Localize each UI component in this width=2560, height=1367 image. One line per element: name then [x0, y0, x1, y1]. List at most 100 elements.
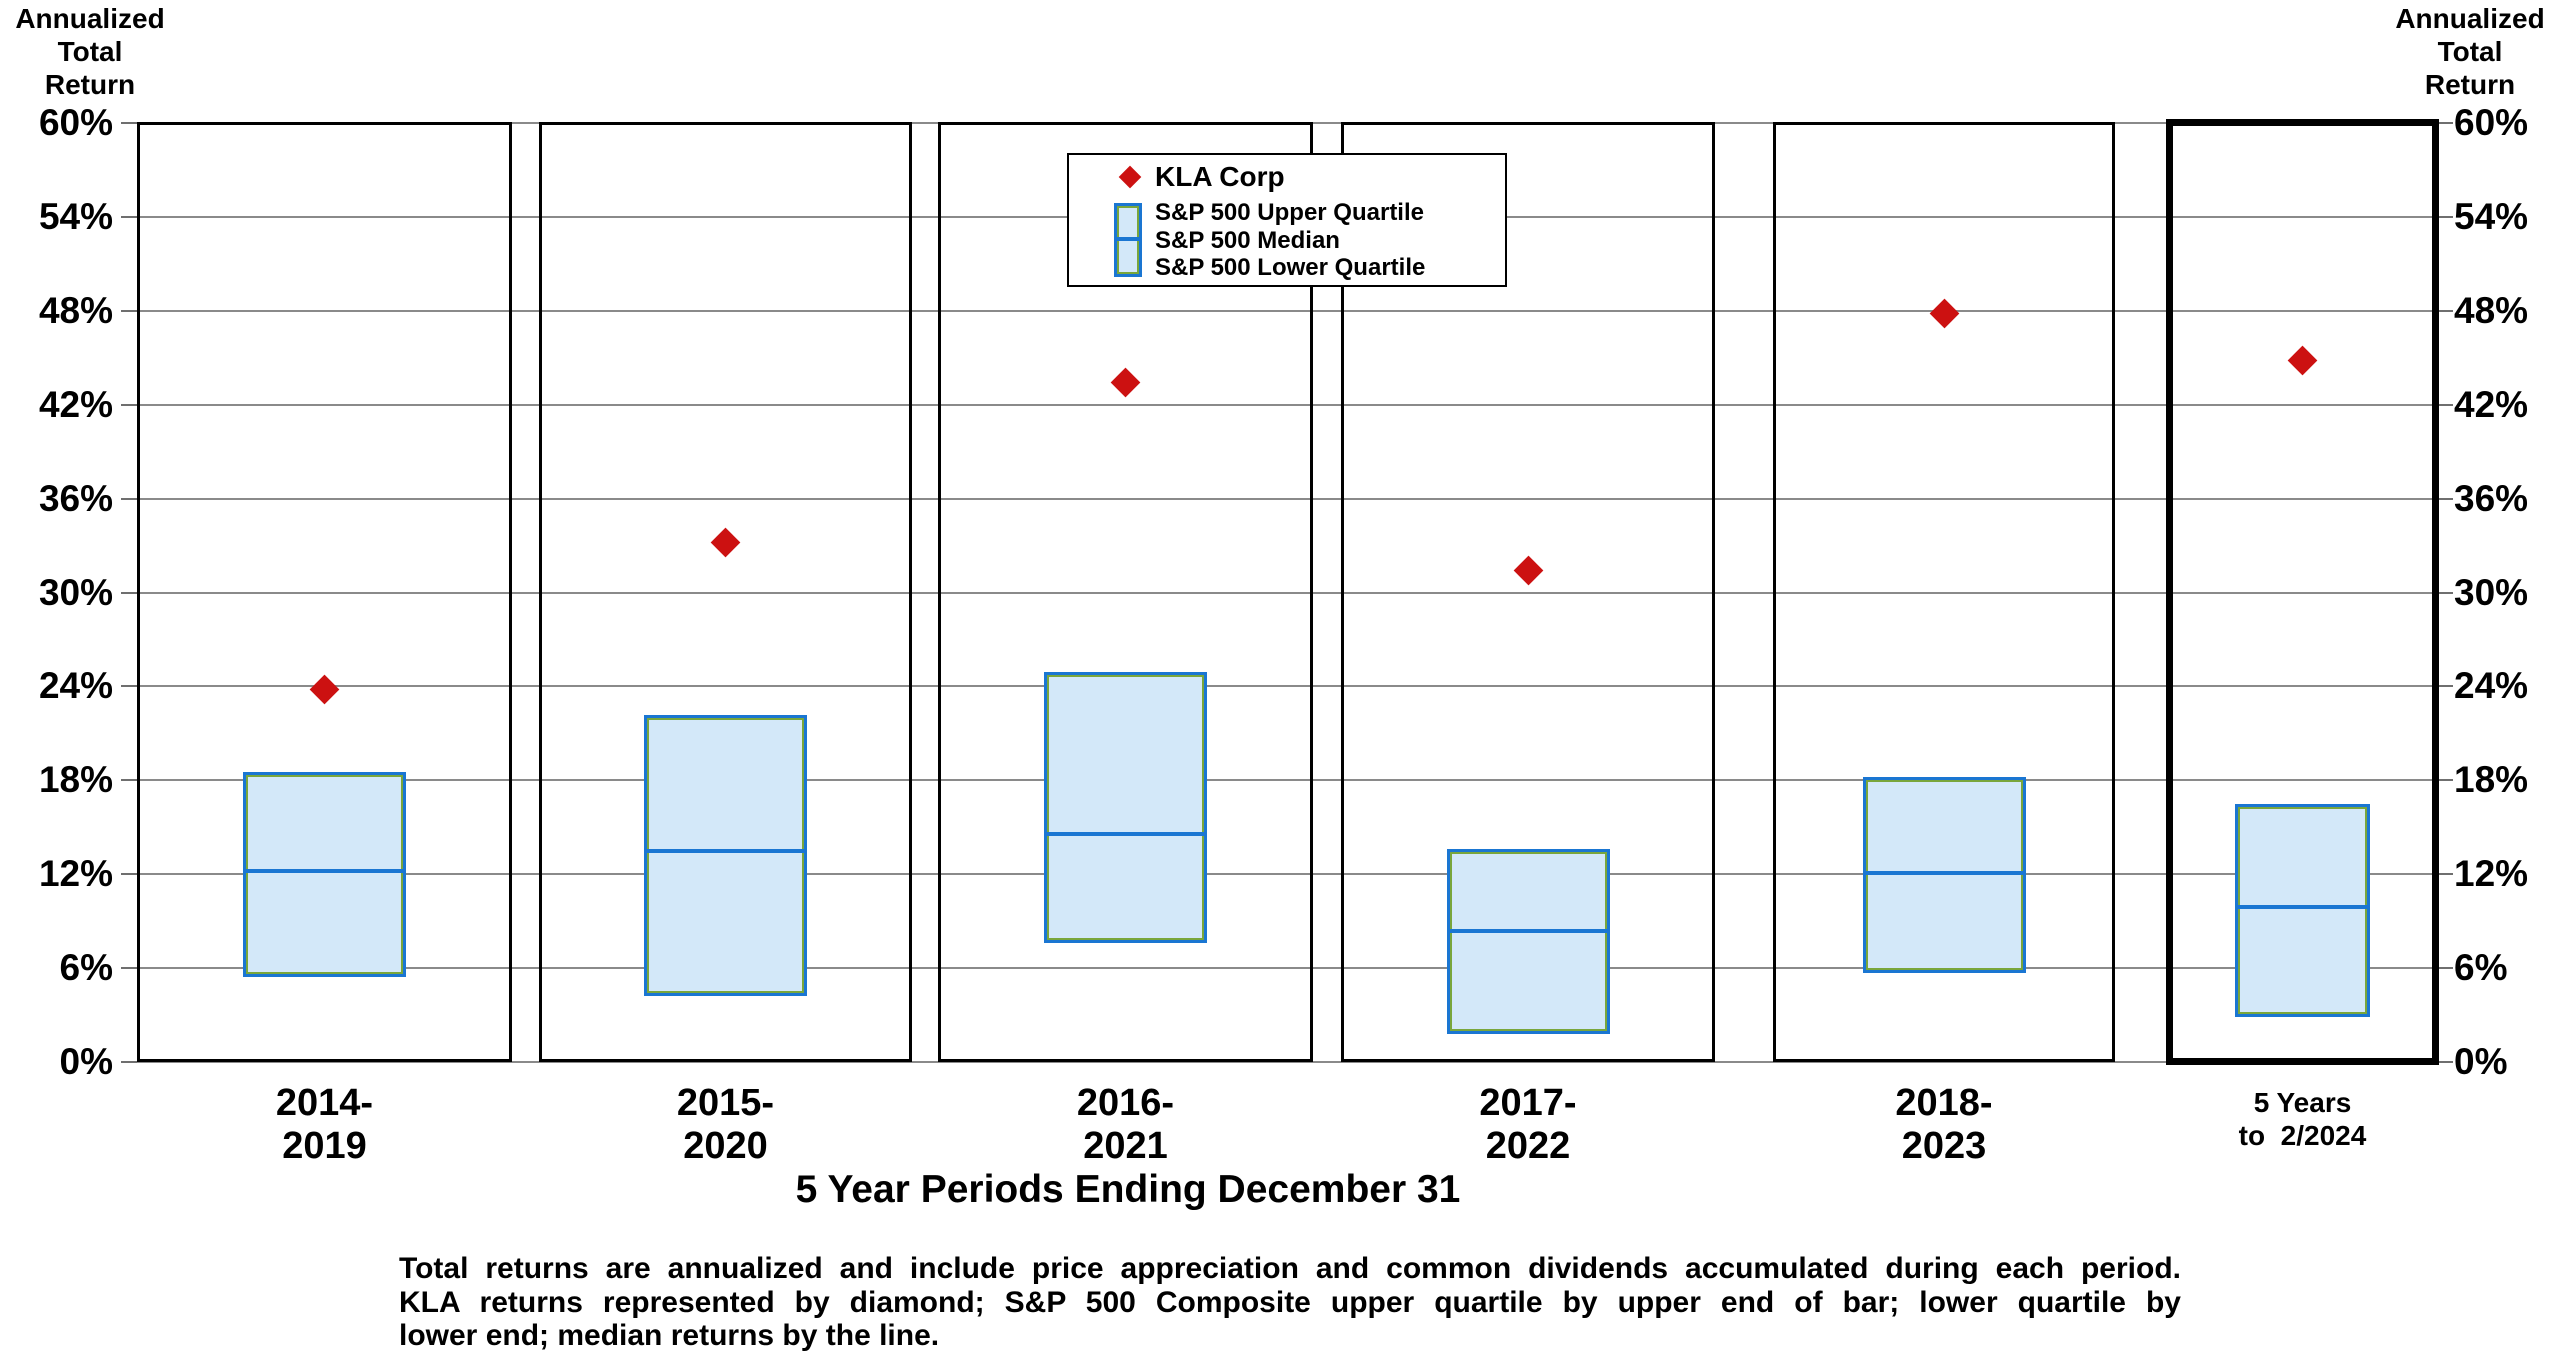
x-axis-label-line: 2014-: [275, 1082, 374, 1124]
legend-label-lower-quartile: S&P 500 Lower Quartile: [1155, 254, 1426, 281]
y-tick-mark-right: [2437, 309, 2453, 312]
x-axis-label-line: 2021: [1083, 1125, 1168, 1167]
footnote-line: KLA returns represented by diamond; S&P …: [399, 1285, 2181, 1319]
x-axis-label-line: 2019: [282, 1125, 367, 1167]
y-tick-label-right: 60%: [2454, 102, 2529, 143]
y-tick-label-left: 18%: [38, 759, 113, 801]
y-tick-mark-left: [121, 967, 137, 970]
x-axis-label: 2018- 2023: [1773, 1082, 2115, 1168]
y-axis-title-left: Annualized Total Return: [4, 2, 176, 101]
y-tick-mark-left: [121, 779, 137, 782]
gridline: [137, 403, 2437, 406]
period-panel: [938, 122, 1313, 1062]
legend-label-median: S&P 500 Median: [1155, 226, 1340, 254]
y-axis-title-line: Return: [44, 69, 136, 100]
y-tick-mark-left: [121, 1061, 137, 1063]
y-axis-title-line: Annualized: [15, 3, 165, 34]
sp500-median-line: [1047, 831, 1204, 836]
gridline: [137, 967, 2437, 970]
y-tick-mark-right: [2437, 779, 2453, 782]
x-axis-label: 2014- 2019: [137, 1082, 512, 1168]
gridline: [137, 497, 2437, 500]
y-tick-label-right: 12%: [2454, 853, 2529, 895]
y-tick-label-right: 48%: [2454, 289, 2529, 331]
y-tick-label-right: 6%: [2454, 947, 2508, 989]
period-panel: [1341, 122, 1715, 1062]
x-axis-label: 2017- 2022: [1341, 1082, 1715, 1168]
sp500-median-line: [2238, 905, 2367, 910]
legend-label-upper-quartile: S&P 500 Upper Quartile: [1155, 199, 1424, 226]
y-tick-label-left: 30%: [38, 571, 113, 613]
y-tick-mark-right: [2437, 497, 2453, 500]
quartile-box-icon: [1114, 203, 1142, 277]
sp500-median-line: [647, 848, 804, 853]
y-tick-mark-right: [2437, 215, 2453, 218]
y-tick-label-right: 0%: [2454, 1041, 2508, 1082]
y-axis-title-line: Total: [57, 36, 123, 67]
y-tick-label-left: 6%: [59, 947, 113, 989]
y-tick-label-left: 60%: [38, 102, 113, 143]
sp500-quartile-box: [644, 714, 807, 997]
x-axis-label-line: 2022: [1485, 1125, 1571, 1167]
gridline: [137, 779, 2437, 782]
y-tick-label-right: 42%: [2454, 383, 2529, 425]
period-panel: [1773, 122, 2115, 1062]
y-axis-title-line: Total: [2437, 36, 2503, 67]
y-tick-label-left: 24%: [38, 665, 113, 707]
x-axis-label-line: 2016-: [1076, 1082, 1175, 1124]
y-tick-label-left: 48%: [38, 289, 113, 331]
gridline: [137, 1061, 2437, 1063]
y-axis-title-line: Annualized: [2395, 3, 2545, 34]
x-axis-label-line: 2023: [1901, 1125, 1987, 1167]
y-tick-label-right: 54%: [2454, 195, 2529, 237]
y-tick-mark-left: [121, 309, 137, 312]
y-tick-label-right: 36%: [2454, 477, 2529, 519]
sp500-quartile-box: [1446, 849, 1610, 1034]
footnote: Total returns are annualized and include…: [399, 1252, 2181, 1353]
sp500-median-line: [246, 869, 403, 874]
y-tick-mark-right: [2437, 403, 2453, 406]
y-tick-mark-left: [121, 685, 137, 688]
y-tick-label-right: 24%: [2454, 665, 2529, 707]
y-tick-mark-left: [121, 122, 137, 124]
legend-label-kla: KLA Corp: [1155, 161, 1285, 192]
sp500-median-line: [1449, 928, 1607, 933]
kla-diamond-icon: [1118, 165, 1142, 189]
footnote-line: lower end; median returns by the line.: [399, 1319, 940, 1352]
y-tick-label-left: 42%: [38, 383, 113, 425]
x-axis-label-line: 2020: [683, 1125, 768, 1167]
y-axis-title-line: Return: [2424, 69, 2516, 100]
y-tick-label-right: 18%: [2454, 759, 2529, 801]
median-line-icon: [1117, 237, 1139, 241]
x-axis-label-line: 5 Years: [2253, 1087, 2352, 1118]
y-tick-label-left: 0%: [59, 1041, 113, 1082]
y-tick-label-right: 30%: [2454, 571, 2529, 613]
x-axis-label-line: 2015-: [676, 1082, 775, 1124]
x-axis-label-line: 2018-: [1895, 1082, 1993, 1124]
y-tick-label-left: 12%: [38, 853, 113, 895]
y-tick-mark-right: [2437, 1061, 2453, 1063]
y-axis-title-right: Annualized Total Return: [2384, 2, 2556, 101]
y-tick-mark-left: [121, 403, 137, 406]
gridline: [137, 309, 2437, 312]
y-tick-mark-left: [121, 591, 137, 594]
y-tick-mark-left: [121, 497, 137, 500]
sp500-quartile-box: [2235, 803, 2370, 1017]
sp500-median-line: [1865, 870, 2023, 875]
y-tick-mark-right: [2437, 122, 2453, 124]
gridline: [137, 873, 2437, 876]
x-axis-label: 2016- 2021: [938, 1082, 1313, 1168]
footnote-line: Total returns are annualized and include…: [399, 1252, 2181, 1285]
gridline: [137, 685, 2437, 688]
y-tick-mark-right: [2437, 685, 2453, 688]
y-tick-mark-left: [121, 873, 137, 876]
period-panel: [2166, 119, 2439, 1065]
legend: KLA Corp S&P 500 Upper Quartile S&P 500 …: [1067, 153, 1507, 287]
gridline: [137, 591, 2437, 594]
period-panel: [137, 122, 512, 1062]
x-axis-title: 5 Year Periods Ending December 31: [795, 1168, 1461, 1211]
sp500-quartile-box: [243, 772, 406, 978]
x-axis-label-line: 2017-: [1479, 1082, 1577, 1124]
